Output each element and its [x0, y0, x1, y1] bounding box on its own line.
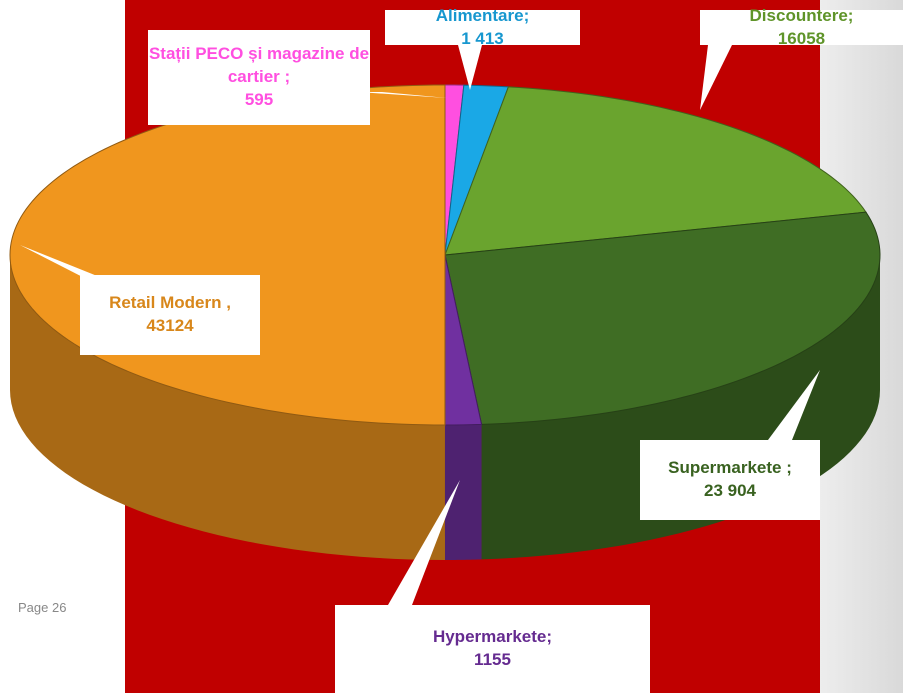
label-value: 595	[245, 90, 273, 109]
label-value: 16058	[778, 29, 825, 48]
label-separator: ;	[782, 458, 792, 477]
data-label: Hypermarkete; 1155	[335, 605, 650, 693]
label-separator: ;	[848, 6, 854, 25]
label-text: Discountere; 16058	[750, 5, 854, 51]
callout-pointer	[458, 45, 482, 90]
label-text: Hypermarkete; 1155	[433, 626, 552, 672]
data-label: Discountere;16058	[700, 10, 903, 45]
label-separator: ;	[546, 627, 552, 646]
label-category: Hypermarkete	[433, 627, 546, 646]
label-value: 1 413	[461, 29, 504, 48]
label-category: Stații PECO și magazine de cartier	[149, 44, 369, 86]
label-text: Supermarkete ; 23 904	[668, 457, 792, 503]
label-separator: ;	[280, 67, 290, 86]
label-separator: ,	[221, 293, 230, 312]
label-text: Retail Modern , 43124	[109, 292, 231, 338]
callout-pointer	[700, 45, 732, 110]
label-text: Alimentare; 1 413	[436, 5, 530, 51]
data-label: Alimentare;1 413	[385, 10, 580, 45]
label-value: 1155	[474, 650, 511, 669]
slide: Page 26 Stații PECO și magazine de carti…	[0, 0, 903, 693]
data-label: Stații PECO și magazine de cartier ; 595	[148, 30, 370, 125]
label-value: 43124	[146, 316, 193, 335]
label-category: Discountere	[750, 6, 848, 25]
data-label: Supermarkete ; 23 904	[640, 440, 820, 520]
label-separator: ;	[524, 6, 530, 25]
label-category: Supermarkete	[668, 458, 781, 477]
page-number: Page 26	[18, 600, 66, 615]
data-label: Retail Modern , 43124	[80, 275, 260, 355]
label-value: 23 904	[704, 481, 756, 500]
label-category: Alimentare	[436, 6, 524, 25]
label-text: Stații PECO și magazine de cartier ; 595	[148, 43, 370, 112]
label-category: Retail Modern	[109, 293, 221, 312]
slice-side	[445, 424, 482, 560]
